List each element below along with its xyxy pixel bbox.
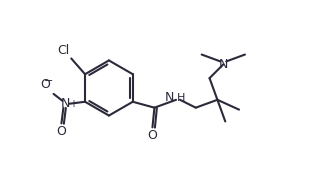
Text: H: H xyxy=(177,93,185,103)
Text: +: + xyxy=(69,99,77,109)
Text: O: O xyxy=(41,78,51,91)
Text: Cl: Cl xyxy=(57,44,69,57)
Text: O: O xyxy=(148,129,158,142)
Text: N: N xyxy=(61,97,70,110)
Text: N: N xyxy=(165,91,174,104)
Text: N: N xyxy=(219,58,228,71)
Text: −: − xyxy=(44,76,53,86)
Text: O: O xyxy=(57,125,67,138)
